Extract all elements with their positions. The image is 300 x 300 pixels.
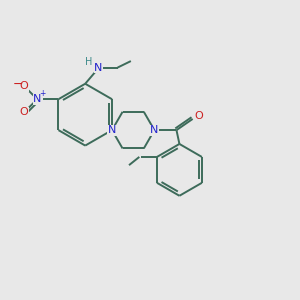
Text: O: O [20,107,28,118]
Text: −: − [12,78,23,91]
Text: H: H [85,57,93,67]
Text: N: N [108,125,116,135]
Text: O: O [20,81,28,91]
Text: N: N [150,125,159,135]
Text: O: O [195,111,203,121]
Text: +: + [39,89,46,98]
Text: N: N [94,63,103,73]
Text: N: N [33,94,41,104]
